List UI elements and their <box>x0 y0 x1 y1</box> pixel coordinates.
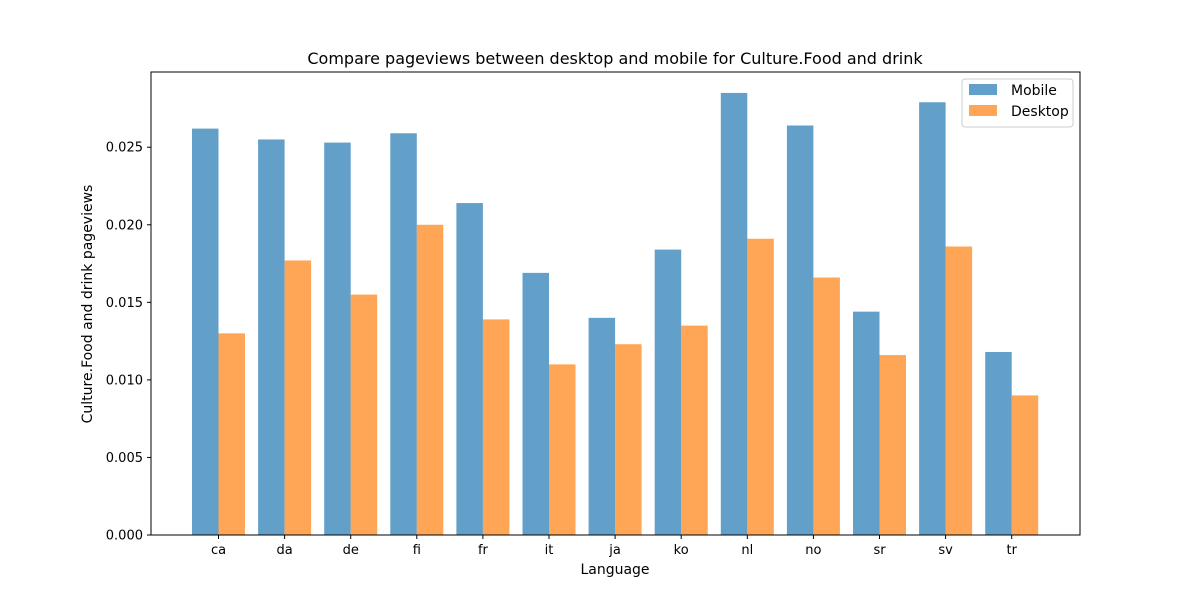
chart-title: Compare pageviews between desktop and mo… <box>307 49 923 68</box>
bar-desktop-da <box>284 260 312 535</box>
bar-mobile-de <box>324 142 351 536</box>
x-tick-label-it: it <box>545 543 554 558</box>
bar-mobile-fr <box>456 203 483 535</box>
bar-desktop-ko <box>681 325 708 535</box>
bar-desktop-de <box>350 294 378 535</box>
bar-mobile-ko <box>654 249 682 535</box>
bar-mobile-ja <box>588 317 616 535</box>
bar-desktop-sv <box>945 246 973 535</box>
y-axis: 0.000 0.005 0.010 0.015 0.020 0.025 <box>106 141 151 544</box>
y-axis-title: Culture.Food and drink pageviews <box>80 185 96 424</box>
x-tick-label-tr: tr <box>1006 543 1017 558</box>
x-tick-label-ko: ko <box>674 543 689 558</box>
bar-mobile-it <box>522 272 549 535</box>
bar-desktop-nl <box>747 238 774 535</box>
x-tick-label-fi: fi <box>413 543 421 558</box>
x-tick-label-ca: ca <box>211 543 226 558</box>
x-tick-label-nl: nl <box>741 543 753 558</box>
y-tick-label: 0.005 <box>106 451 143 466</box>
bar-mobile-tr <box>985 351 1012 535</box>
bar-desktop-fr <box>482 319 510 535</box>
x-tick-label-sv: sv <box>938 543 953 558</box>
x-tick-label-de: de <box>343 543 359 558</box>
y-tick-label: 0.015 <box>106 296 143 311</box>
bar-desktop-fi <box>416 224 444 536</box>
bar-desktop-no <box>813 277 840 535</box>
legend-label-desktop: Desktop <box>1011 104 1069 120</box>
x-tick-label-da: da <box>276 543 292 558</box>
y-tick-label: 0.010 <box>106 373 143 388</box>
bar-desktop-tr <box>1011 395 1039 535</box>
bar-mobile-sv <box>919 102 946 536</box>
bar-mobile-sr <box>853 311 880 535</box>
x-tick-label-sr: sr <box>873 543 886 558</box>
bar-desktop-ca <box>218 333 245 535</box>
x-tick-label-fr: fr <box>478 543 489 558</box>
bar-mobile-da <box>258 139 285 536</box>
bar-mobile-ca <box>192 128 219 535</box>
x-axis: ca da de fi fr it ja ko nl no sr sv tr <box>211 535 1018 558</box>
legend-swatch-mobile <box>969 84 997 95</box>
y-tick-label: 0.000 <box>106 529 143 544</box>
x-axis-title: Language <box>580 562 649 578</box>
bar-mobile-no <box>786 125 814 535</box>
x-tick-label-ja: ja <box>608 543 621 558</box>
legend-swatch-desktop <box>969 105 997 116</box>
bars-group <box>192 92 1039 536</box>
legend-label-mobile: Mobile <box>1011 83 1057 99</box>
legend: Mobile Desktop <box>961 78 1074 128</box>
bar-desktop-sr <box>879 355 906 535</box>
x-tick-label-no: no <box>805 543 821 558</box>
bar-desktop-it <box>549 364 576 535</box>
y-tick-label: 0.025 <box>106 141 143 156</box>
bar-desktop-ja <box>615 344 642 535</box>
y-tick-label: 0.020 <box>106 218 143 233</box>
bar-mobile-fi <box>390 133 417 535</box>
bar-mobile-nl <box>720 92 748 535</box>
